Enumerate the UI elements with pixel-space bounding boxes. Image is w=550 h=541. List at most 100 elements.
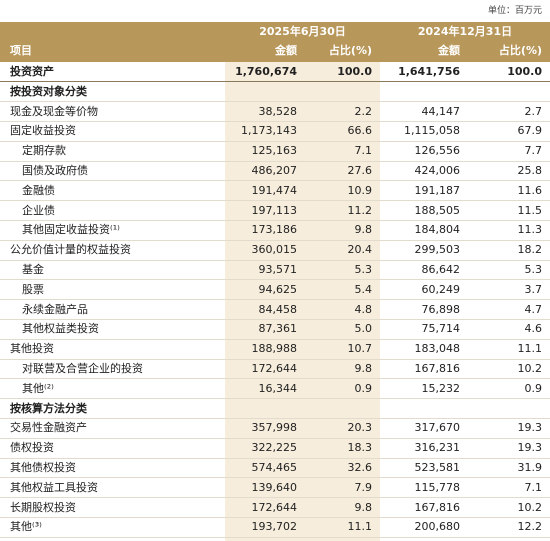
row-rule xyxy=(0,160,550,162)
cell-value: 317,670 xyxy=(414,421,461,435)
cell-value: 11.5 xyxy=(517,203,543,217)
row-rule xyxy=(0,101,550,103)
cell-value: 1,115,058 xyxy=(404,124,460,138)
cell-value: 76,898 xyxy=(421,302,461,316)
cell-value: 2.2 xyxy=(354,104,373,118)
share-header: 占比(%) xyxy=(305,41,380,61)
cell-value: 115,778 xyxy=(414,480,461,494)
row-rule xyxy=(0,299,550,301)
row-label: 其他债权投资 xyxy=(10,461,76,474)
cell-value: 172,644 xyxy=(251,362,298,375)
cell-value: 44,147 xyxy=(421,104,461,118)
row-rule xyxy=(0,497,550,499)
row-rule xyxy=(0,318,550,320)
row-rule xyxy=(0,477,550,479)
row-rule xyxy=(0,180,550,182)
row-label: 股票 xyxy=(22,282,44,296)
cell-value: 100.0 xyxy=(507,65,542,78)
row-rule xyxy=(0,417,550,419)
cell-value: 167,816 xyxy=(414,362,461,375)
cell-value: 94,625 xyxy=(258,282,298,296)
cell-value: 11.1 xyxy=(347,520,373,534)
cell-value: 7.7 xyxy=(524,144,543,158)
row-label: 长期股权投资 xyxy=(10,500,76,514)
row-rule xyxy=(0,338,550,340)
row-rule xyxy=(0,239,550,241)
cell-value: 1,641,756 xyxy=(398,65,460,78)
cell-value: 20.3 xyxy=(347,421,373,435)
cell-value: 574,465 xyxy=(251,461,298,474)
row-label: 其他⁽³⁾ xyxy=(10,520,42,534)
cell-value: 32.6 xyxy=(347,461,373,474)
item-header: 项目 xyxy=(0,41,225,61)
row-label: 固定收益投资 xyxy=(10,124,76,138)
cell-value: 0.9 xyxy=(524,381,543,395)
cell-value: 9.8 xyxy=(354,500,373,514)
row-rule xyxy=(0,378,550,380)
row-label: 金融债 xyxy=(22,183,55,197)
row-rule xyxy=(0,219,550,221)
cell-value: 4.8 xyxy=(354,302,373,316)
row-label: 债权投资 xyxy=(10,441,54,455)
row-rule xyxy=(0,398,550,400)
cell-value: 9.8 xyxy=(354,362,373,375)
cell-value: 9.8 xyxy=(354,223,373,237)
cell-value: 15,232 xyxy=(421,381,461,395)
cell-value: 19.3 xyxy=(517,441,543,455)
cell-value: 38,528 xyxy=(258,104,298,118)
cell-value: 173,186 xyxy=(251,223,298,237)
unit-note: 单位：百万元 xyxy=(487,6,542,16)
cell-value: 197,113 xyxy=(251,203,298,217)
cell-value: 1,760,674 xyxy=(235,65,297,78)
row-label: 其他固定收益投资⁽¹⁾ xyxy=(22,223,120,237)
cell-value: 19.3 xyxy=(517,421,543,435)
cell-value: 167,816 xyxy=(414,500,461,514)
cell-value: 125,163 xyxy=(251,144,298,158)
cell-value: 11.2 xyxy=(347,203,373,217)
cell-value: 200,680 xyxy=(414,520,461,534)
row-label: 永续金融产品 xyxy=(22,302,88,316)
cell-value: 27.6 xyxy=(347,164,373,177)
row-label: 对联营及合营企业的投资 xyxy=(22,362,143,375)
row-rule xyxy=(0,120,550,122)
row-label: 其他⁽²⁾ xyxy=(22,381,54,395)
cell-value: 10.9 xyxy=(347,183,373,197)
cell-value: 126,556 xyxy=(414,144,461,158)
cell-value: 4.7 xyxy=(524,302,543,316)
cell-value: 139,640 xyxy=(251,480,298,494)
cell-value: 7.1 xyxy=(524,480,543,494)
cell-value: 3.7 xyxy=(524,282,543,296)
cell-value: 18.3 xyxy=(347,441,373,455)
row-label: 国债及政府债 xyxy=(22,164,88,177)
cell-value: 5.4 xyxy=(354,282,373,296)
cell-value: 87,361 xyxy=(258,322,298,336)
cell-value: 188,988 xyxy=(251,342,298,356)
cell-value: 60,249 xyxy=(421,282,461,296)
cell-value: 31.9 xyxy=(517,461,543,474)
row-label: 其他权益工具投资 xyxy=(10,480,98,494)
row-rule xyxy=(0,200,550,202)
cell-value: 316,231 xyxy=(414,441,461,455)
cell-value: 10.2 xyxy=(517,500,543,514)
row-rule xyxy=(0,259,550,261)
cell-value: 184,804 xyxy=(414,223,461,237)
cell-value: 93,571 xyxy=(258,263,298,276)
cell-value: 5.3 xyxy=(524,263,543,276)
cell-value: 357,998 xyxy=(251,421,298,435)
row-label: 基金 xyxy=(22,263,44,276)
cell-value: 299,503 xyxy=(414,243,461,257)
cell-value: 84,458 xyxy=(258,302,298,316)
cell-value: 10.7 xyxy=(347,342,373,356)
cell-value: 16,344 xyxy=(258,381,298,395)
cell-value: 322,225 xyxy=(251,441,298,455)
row-rule xyxy=(0,140,550,142)
cell-value: 10.2 xyxy=(517,362,543,375)
row-label: 交易性金融资产 xyxy=(10,421,87,435)
cell-value: 100.0 xyxy=(337,65,372,78)
row-rule xyxy=(0,81,550,83)
row-rule xyxy=(0,437,550,439)
row-rule xyxy=(0,358,550,360)
row-label: 企业债 xyxy=(22,203,55,217)
cell-value: 11.1 xyxy=(517,342,543,356)
